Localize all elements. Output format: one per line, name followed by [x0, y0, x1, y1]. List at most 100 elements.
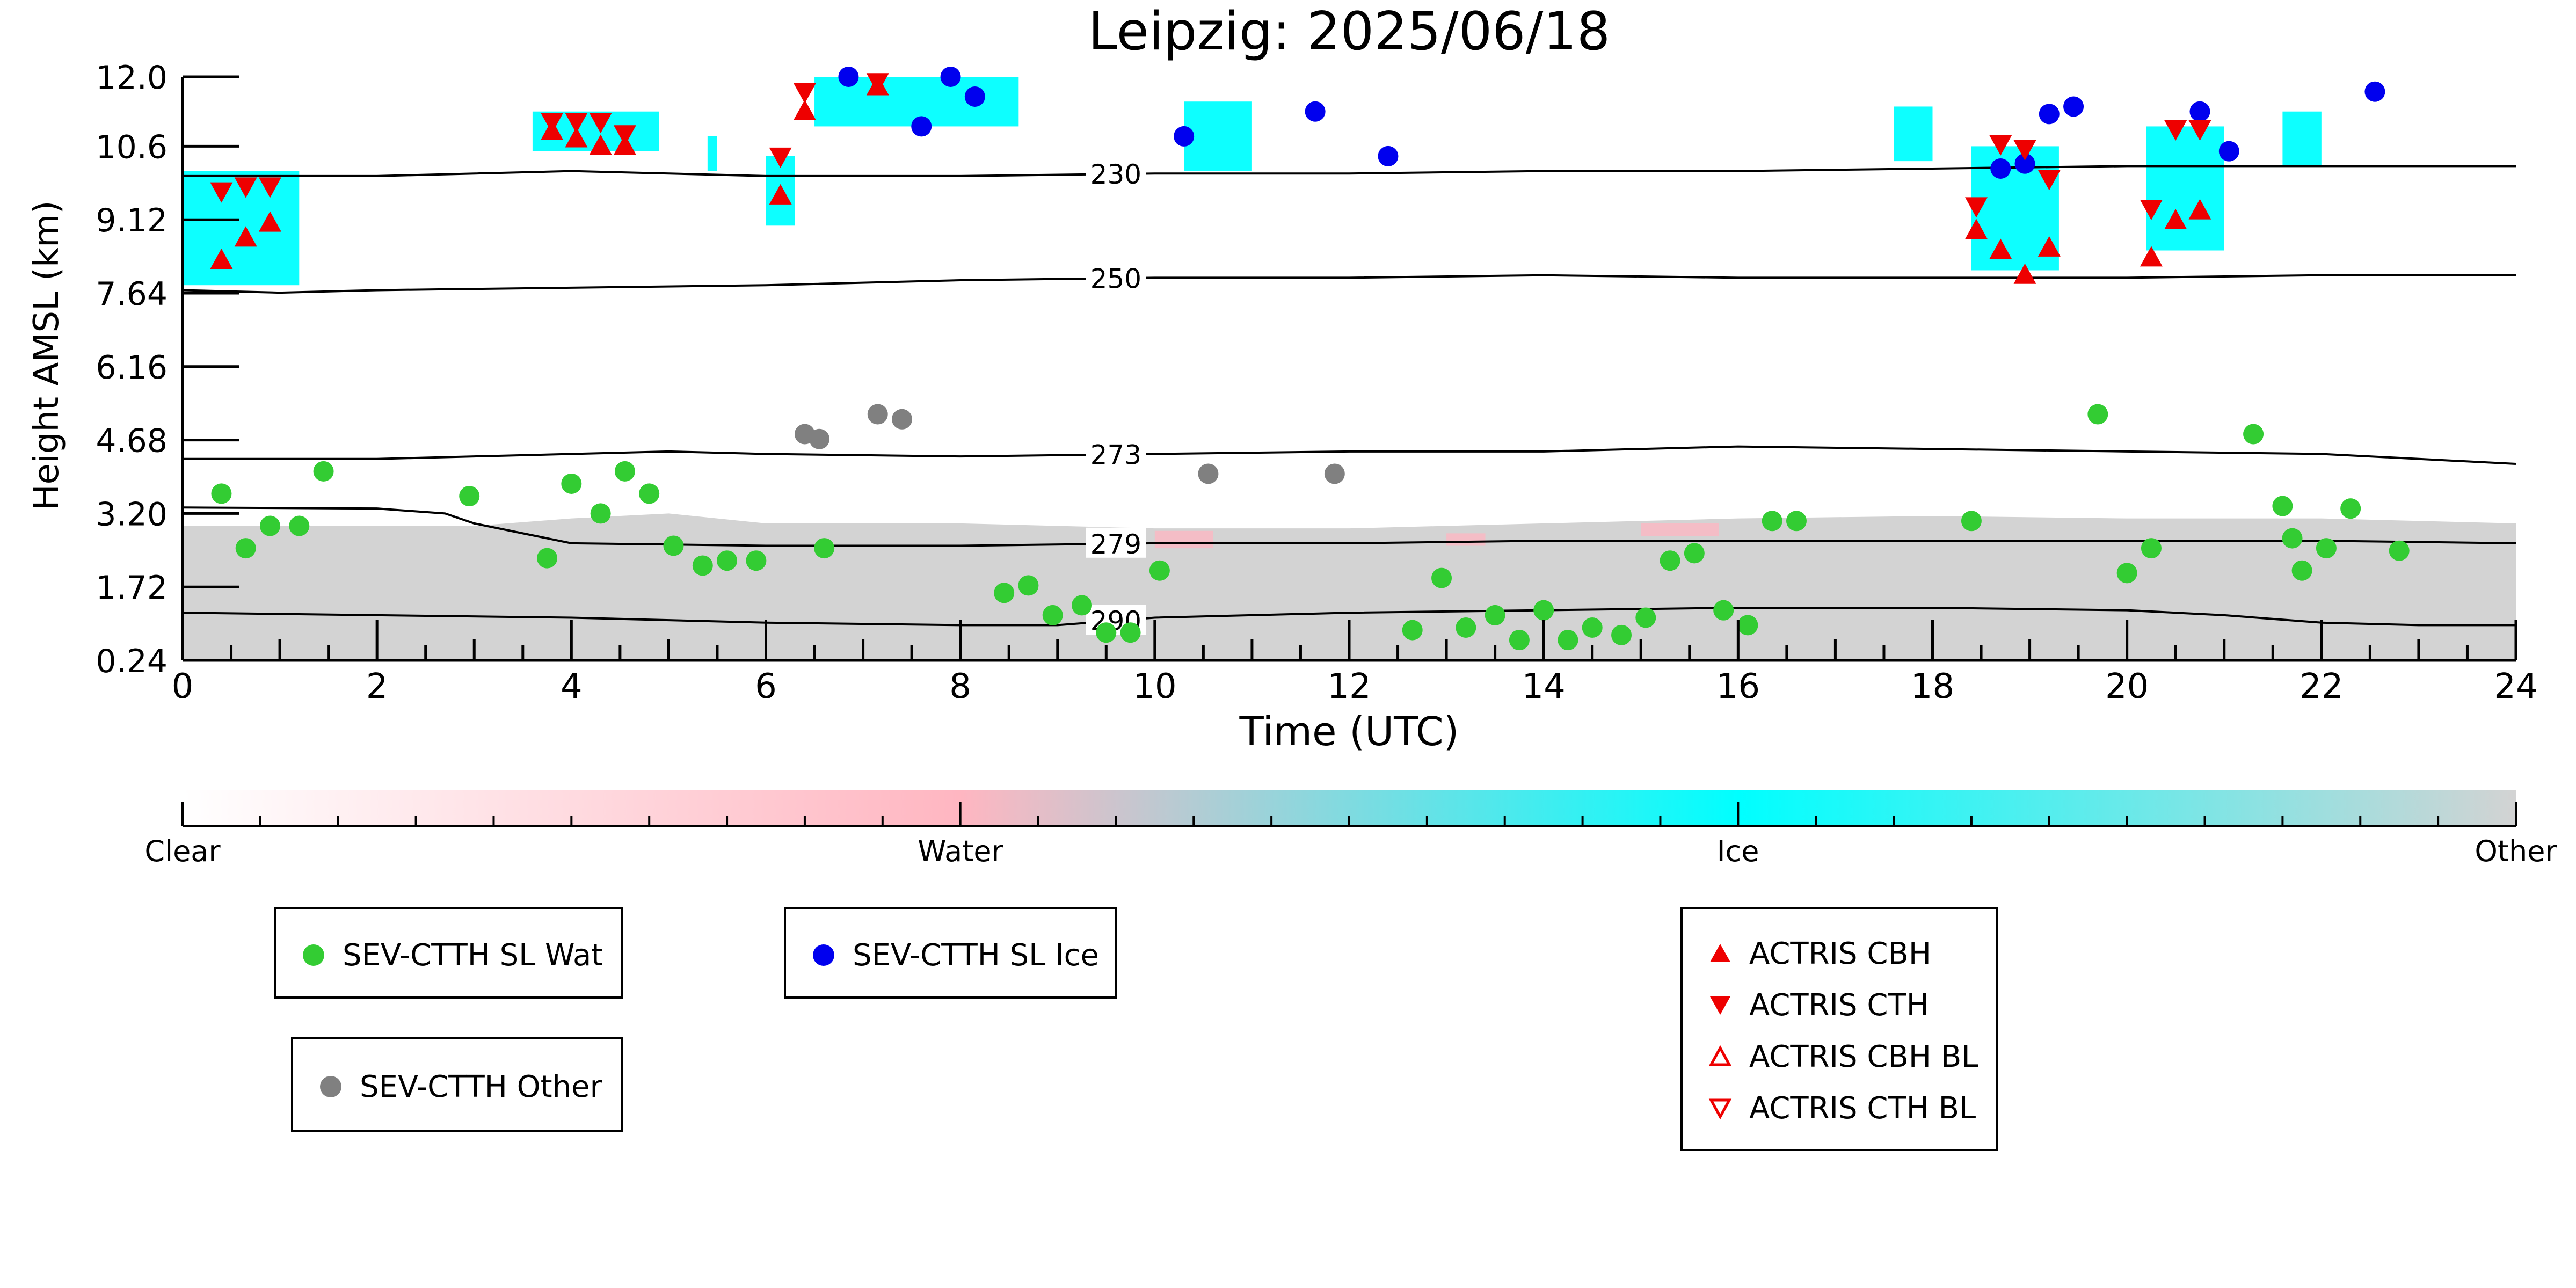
point-sev-ctth-sl-wat — [1737, 615, 1758, 636]
point-actris-cbh — [2013, 263, 2036, 284]
point-sev-ctth-other — [892, 409, 913, 430]
point-sev-ctth-sl-wat — [289, 515, 310, 536]
legend-label: SEV-CTTH SL Ice — [853, 937, 1099, 973]
legend-label: ACTRIS CTH — [1749, 987, 1929, 1023]
y-tick-label: 3.20 — [96, 496, 168, 533]
x-axis-label: Time (UTC) — [1239, 709, 1459, 755]
point-sev-ctth-sl-ice — [2063, 96, 2084, 117]
point-actris-cbh — [1989, 238, 2012, 259]
point-actris-cbh — [2188, 199, 2211, 220]
point-actris-cth — [258, 177, 281, 198]
point-sev-ctth-other — [809, 428, 830, 449]
x-tick-label: 22 — [2300, 667, 2343, 707]
x-tick-label: 18 — [1911, 667, 1954, 707]
isotherm-line-279 — [182, 506, 2516, 547]
point-sev-ctth-other — [1198, 463, 1219, 484]
point-actris-cth — [589, 113, 612, 134]
point-sev-ctth-sl-wat — [2116, 563, 2137, 584]
point-sev-ctth-sl-wat — [459, 486, 480, 507]
point-sev-ctth-sl-wat — [1018, 575, 1039, 596]
point-actris-cth — [769, 147, 792, 168]
point-actris-cth — [565, 113, 588, 134]
point-actris-cbh — [769, 184, 792, 205]
legend-entry-sev-ctth-sl-ice: SEV-CTTH SL Ice — [786, 929, 1115, 981]
point-actris-cth — [2188, 120, 2211, 141]
point-sev-ctth-sl-wat — [614, 461, 635, 482]
legend-entry-sev-ctth-sl-wat: SEV-CTTH SL Wat — [276, 929, 621, 981]
point-actris-cth — [1964, 197, 1988, 218]
point-sev-ctth-sl-ice — [1378, 145, 1399, 166]
legend-entry-actris-cth: ACTRIS CTH — [1683, 979, 1996, 1031]
cloud-region-water — [1154, 530, 1213, 549]
point-sev-ctth-sl-wat — [1684, 543, 1705, 564]
y-tick-label: 7.64 — [96, 275, 168, 313]
point-sev-ctth-sl-ice — [1174, 126, 1195, 147]
x-tick-label: 12 — [1327, 667, 1371, 707]
x-tick-label: 2 — [366, 667, 388, 707]
y-axis-label: Height AMSL (km) — [27, 201, 67, 511]
x-tick-label: 6 — [755, 667, 777, 707]
point-sev-ctth-sl-wat — [663, 535, 684, 556]
triangle-down-icon — [1704, 993, 1736, 1017]
point-sev-ctth-sl-wat — [1786, 511, 1807, 532]
cloud-region-ice — [2146, 126, 2224, 251]
point-sev-ctth-sl-wat — [639, 483, 660, 504]
point-sev-ctth-sl-wat — [1402, 620, 1423, 641]
point-actris-cbh — [2037, 236, 2061, 257]
x-tick-label: 8 — [949, 667, 971, 707]
x-tick-label: 10 — [1133, 667, 1176, 707]
point-actris-cth — [2013, 140, 2036, 161]
point-sev-ctth-sl-wat — [537, 548, 558, 569]
point-sev-ctth-sl-wat — [1582, 617, 1603, 638]
point-actris-cth — [210, 182, 233, 203]
cloud-region-ice — [1894, 106, 1933, 162]
point-actris-cth — [2164, 120, 2187, 141]
point-sev-ctth-sl-ice — [2218, 141, 2239, 162]
isotherm-line-250 — [182, 274, 2516, 294]
isotherm-label: 230 — [1090, 159, 1141, 190]
legend-wat: SEV-CTTH SL Wat — [274, 907, 623, 999]
point-sev-ctth-sl-wat — [561, 473, 582, 494]
x-tick-label: 24 — [2494, 667, 2537, 707]
legend-label: ACTRIS CBH — [1749, 936, 1932, 971]
point-sev-ctth-sl-wat — [692, 555, 713, 576]
point-sev-ctth-sl-ice — [838, 67, 859, 87]
point-actris-cth — [793, 83, 816, 104]
cloud-region-ice — [2282, 111, 2322, 166]
point-sev-ctth-sl-wat — [2291, 560, 2312, 581]
point-sev-ctth-sl-wat — [1509, 630, 1530, 651]
colorbar-ticks — [181, 802, 2517, 827]
legend-label: SEV-CTTH SL Wat — [343, 937, 603, 973]
point-sev-ctth-sl-wat — [259, 515, 280, 536]
point-sev-ctth-other — [1324, 463, 1345, 484]
point-actris-cbh — [258, 211, 281, 232]
colorbar-label-other: Other — [2475, 834, 2557, 868]
isotherm-line-273 — [183, 445, 2516, 465]
point-actris-cbh — [2164, 209, 2187, 230]
point-actris-cbh — [234, 226, 257, 247]
gray-circle-icon — [315, 1075, 347, 1098]
colorbar-label-water: Water — [918, 834, 1003, 868]
point-sev-ctth-sl-wat — [1120, 622, 1141, 643]
point-sev-ctth-sl-wat — [211, 483, 232, 504]
legend-entry-actris-cbh: ACTRIS CBH — [1683, 928, 1996, 979]
point-sev-ctth-sl-ice — [2014, 153, 2035, 174]
point-sev-ctth-sl-wat — [1096, 622, 1117, 643]
x-tick-label: 16 — [1716, 667, 1760, 707]
isotherm-label: 279 — [1090, 529, 1141, 560]
isotherm-label-bg — [1086, 262, 1146, 293]
colorbar-label-ice: Ice — [1717, 834, 1759, 868]
point-sev-ctth-sl-wat — [1961, 511, 1982, 532]
point-sev-ctth-sl-ice — [911, 116, 932, 137]
point-sev-ctth-sl-wat — [1558, 630, 1578, 651]
point-sev-ctth-sl-wat — [994, 583, 1015, 603]
x-tick-label: 20 — [2105, 667, 2149, 707]
point-sev-ctth-sl-wat — [1533, 600, 1554, 621]
triangle-down-outline-icon — [1704, 1096, 1736, 1120]
point-sev-ctth-sl-wat — [2272, 496, 2293, 516]
point-actris-cth — [2037, 170, 2061, 191]
point-sev-ctth-sl-wat — [2243, 424, 2264, 445]
point-sev-ctth-sl-wat — [2389, 540, 2410, 561]
